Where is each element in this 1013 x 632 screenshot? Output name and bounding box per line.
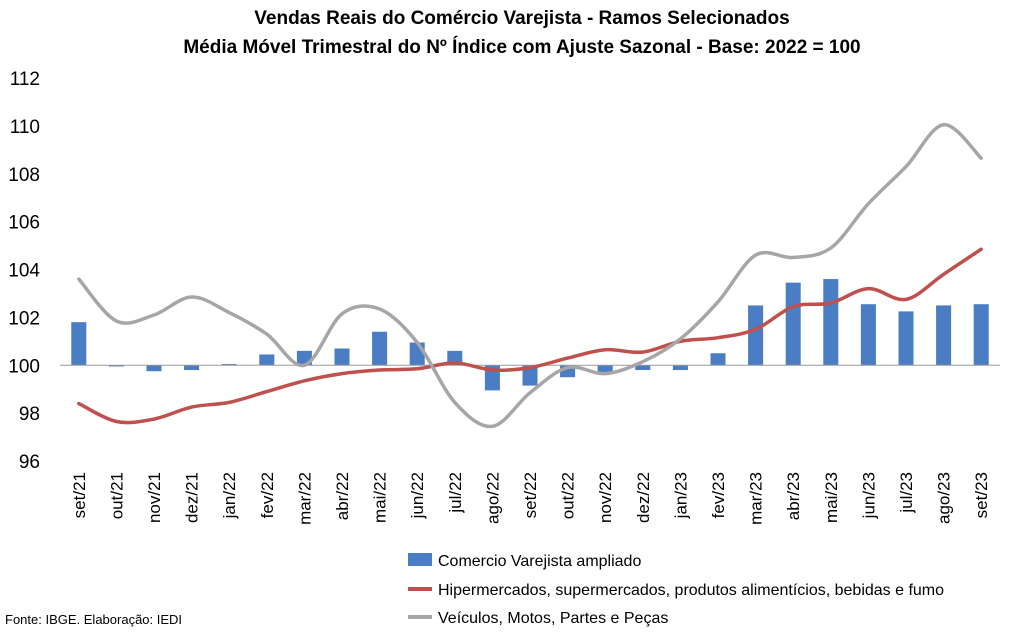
bar: [748, 305, 764, 366]
x-tick-label: set/23: [972, 472, 991, 518]
bar: [409, 342, 425, 366]
x-tick-label: out/21: [107, 472, 126, 519]
legend-label: Hipermercados, supermercados, produtos a…: [438, 582, 944, 599]
x-tick-label: mai/22: [371, 472, 390, 523]
legend-label: Comercio Varejista ampliado: [438, 553, 641, 570]
x-tick-label: set/22: [521, 472, 540, 518]
bar: [221, 364, 237, 366]
x-tick-label: mar/23: [747, 472, 766, 525]
bar: [71, 322, 87, 366]
chart-title: Vendas Reais do Comércio Varejista - Ram…: [254, 8, 789, 29]
bar: [184, 365, 200, 371]
legend-label: Veículos, Motos, Partes e Peças: [438, 610, 668, 627]
bar: [860, 304, 876, 366]
x-tick-label: ago/23: [935, 472, 954, 524]
legend: Comercio Varejista ampliado Hipermercados…: [408, 553, 944, 627]
chart-subtitle: Média Móvel Trimestral do Nº Índice com …: [183, 36, 860, 58]
x-tick-label: out/22: [559, 472, 578, 519]
bar: [108, 365, 124, 367]
x-tick-label: jun/22: [408, 472, 427, 519]
x-tick-label: fev/23: [709, 472, 728, 518]
bar: [522, 365, 538, 386]
x-tick-label: dez/21: [183, 472, 202, 523]
bar: [372, 331, 388, 366]
y-tick-label: 112: [10, 69, 40, 90]
x-tick-label: nov/22: [596, 472, 615, 523]
x-tick-label: set/21: [70, 472, 89, 518]
line-veiculos: [77, 122, 983, 429]
y-tick-label: 106: [8, 213, 40, 234]
bar: [785, 282, 801, 366]
y-tick-label: 108: [8, 165, 40, 186]
x-tick-label: jan/22: [220, 472, 239, 519]
bar: [936, 305, 952, 366]
bar: [334, 348, 350, 366]
bar: [710, 353, 726, 366]
x-tick-label: ago/22: [483, 472, 502, 524]
bar: [635, 365, 651, 371]
line-series: [77, 122, 983, 429]
bar: [597, 365, 613, 373]
x-tick-label: nov/21: [145, 472, 164, 523]
y-tick-label: 104: [8, 261, 40, 282]
y-tick-label: 102: [8, 308, 40, 329]
y-tick-label: 98: [19, 404, 40, 425]
bar: [672, 365, 688, 371]
y-tick-label: 100: [8, 356, 40, 377]
y-tick-label: 96: [19, 452, 40, 473]
y-axis-ticks: 96 98 100 102 104 106 108 110 112: [8, 69, 40, 473]
x-tick-label: jan/23: [671, 472, 690, 519]
x-tick-label: fev/22: [258, 472, 277, 518]
x-tick-label: abr/22: [333, 472, 352, 520]
x-tick-label: mai/23: [822, 472, 841, 523]
bar: [560, 365, 576, 378]
source-note: Fonte: IBGE. Elaboração: IEDI: [5, 612, 182, 627]
x-tick-label: mar/22: [295, 472, 314, 525]
bar: [259, 354, 275, 366]
x-tick-label: abr/23: [784, 472, 803, 520]
y-tick-label: 110: [10, 117, 40, 138]
x-tick-label: jul/22: [446, 472, 465, 514]
bar: [898, 311, 914, 366]
bar: [973, 304, 989, 366]
x-tick-label: jun/23: [859, 472, 878, 519]
bar: [146, 365, 162, 372]
x-axis-ticks: set/21 out/21 nov/21 dez/21 jan/22 fev/22 mar/…: [70, 472, 991, 525]
bar: [823, 279, 839, 366]
x-tick-label: jul/23: [897, 472, 916, 514]
x-tick-label: dez/22: [634, 472, 653, 523]
line-hipermercados: [77, 247, 983, 425]
legend-swatch-bar: [408, 553, 432, 566]
